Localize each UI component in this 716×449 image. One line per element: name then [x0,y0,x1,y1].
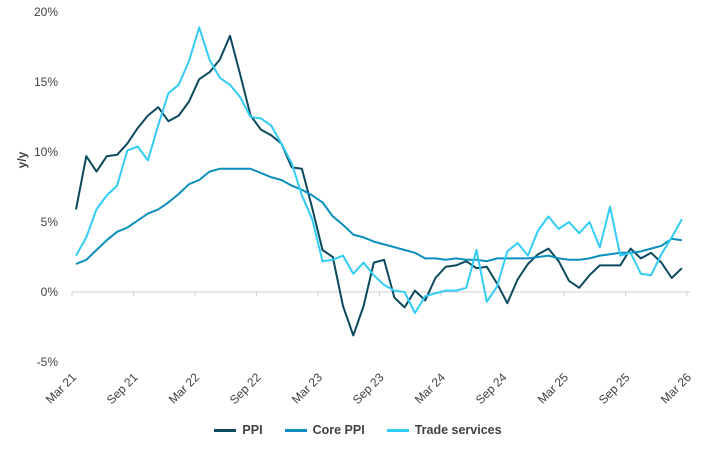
legend-item: PPI [214,423,263,437]
x-tick-label: Mar 25 [535,370,572,407]
y-axis-label: y/y [15,151,29,168]
legend-swatch [284,428,307,432]
x-tick-label: Mar 26 [658,370,695,407]
y-tick-label: 0% [41,285,59,299]
x-tick-label: Mar 23 [289,370,326,407]
legend-label: Trade services [414,423,502,437]
y-tick-label: 10% [34,145,58,159]
x-tick-label: Sep 21 [104,370,141,407]
line-chart: y/y -5% 0% 5% 10% 15% 20% Mar 21 Sep 21 Mar 22 S… [15,5,695,407]
legend-swatch [214,428,237,432]
x-tick-label: Sep 24 [473,370,510,407]
x-tick-label: Mar 22 [166,370,203,407]
series-line-ppi [75,34,683,337]
x-tick-label: Sep 22 [227,370,264,407]
legend-item: Core PPI [284,423,365,437]
y-tick-label: -5% [37,355,59,369]
series-line-trade-services [75,26,683,314]
legend-label: Core PPI [312,423,365,437]
x-tick-label: Sep 25 [596,370,633,407]
y-tick-label: 15% [34,75,58,89]
x-tick-label: Sep 23 [350,370,387,407]
y-tick-label: 20% [34,5,58,19]
series-line-core-ppi [75,167,683,265]
x-tick-label: Mar 21 [43,370,80,407]
legend-label: PPI [242,423,263,437]
legend: PPI Core PPI Trade services [0,423,716,437]
legend-swatch [386,428,409,432]
x-tick-label: Mar 24 [412,370,449,407]
y-tick-label: 5% [41,215,59,229]
legend-item: Trade services [386,423,502,437]
